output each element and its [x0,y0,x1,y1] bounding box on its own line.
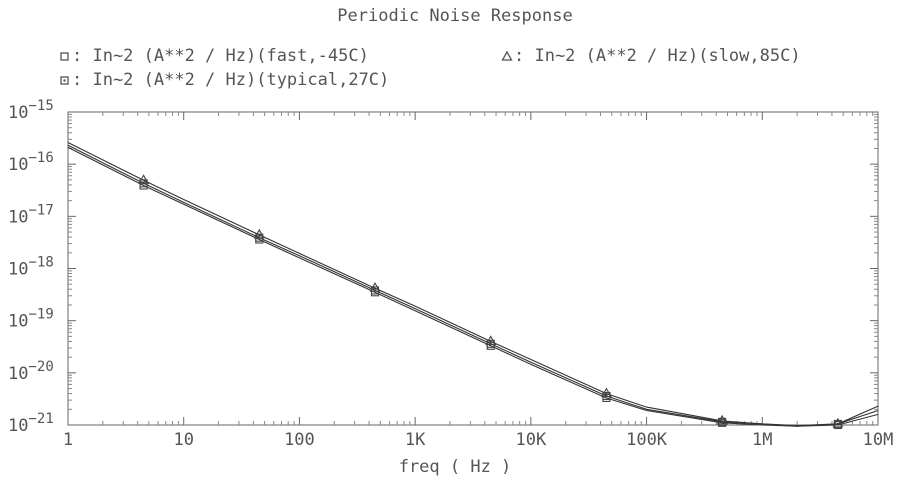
y-tick-label: 10−15 [8,98,54,123]
square-marker-icon [58,48,72,64]
series-line-typical [67,144,879,427]
dot-square-marker [602,391,611,401]
x-tick-label: 100 [284,430,315,450]
legend-entry-slow: : In~2 (A**2 / Hz)(slow,85C) [500,46,801,66]
x-tick-label: 1 [63,430,73,450]
triangle-marker [601,387,612,398]
x-axis-label: freq ( Hz ) [398,457,512,477]
x-tick-label: 10M [863,430,894,450]
legend-entry-fast: : In~2 (A**2 / Hz)(fast,-45C) [58,46,369,66]
triangle-marker [832,417,844,428]
series-line-slow [67,142,879,427]
y-tick-label: 10−18 [8,255,54,280]
legend-label-typical: : In~2 (A**2 / Hz)(typical,27C) [72,70,390,90]
chart-title: Periodic Noise Response [337,6,573,26]
x-tick-label: 10 [173,430,193,450]
x-tick-label: 100K [626,430,668,450]
x-tick-label: 1M [752,430,772,450]
plot-frame [67,111,879,426]
triangle-marker [485,335,497,345]
x-tick-label: 10K [515,430,546,450]
y-tick-label: 10−21 [8,411,54,436]
y-tick-label: 10−16 [8,150,54,175]
dot-square-marker-icon [58,72,72,88]
series-line-fast [67,146,879,427]
y-tick-label: 10−19 [8,307,54,332]
triangle-marker [138,174,150,184]
triangle-marker [253,228,265,239]
legend-label-slow: : In~2 (A**2 / Hz)(slow,85C) [514,46,801,66]
x-tick-label: 1K [405,430,426,450]
dot-square-marker [486,339,495,348]
triangle-marker [716,414,728,425]
y-tick-label: 10−20 [8,359,54,384]
triangle-marker-icon [500,48,514,64]
legend-entry-typical: : In~2 (A**2 / Hz)(typical,27C) [58,70,389,90]
y-tick-label: 10−17 [8,202,54,227]
legend-label-fast: : In~2 (A**2 / Hz)(fast,-45C) [72,46,369,66]
triangle-marker [369,282,381,292]
